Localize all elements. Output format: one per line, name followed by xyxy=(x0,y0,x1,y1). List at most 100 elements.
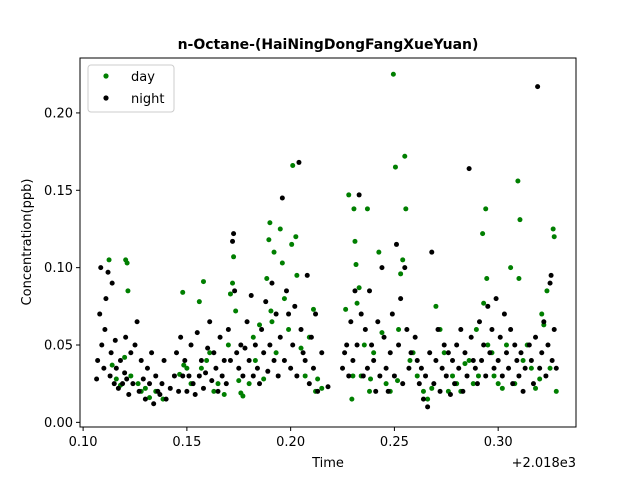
data-point-day xyxy=(281,296,287,302)
data-point-night xyxy=(213,365,219,371)
data-point-night xyxy=(227,357,233,363)
data-point-night xyxy=(547,280,553,286)
data-point-night xyxy=(215,388,221,394)
data-point-night xyxy=(553,365,559,371)
data-point-day xyxy=(250,334,256,340)
data-point-night xyxy=(194,330,200,336)
data-point-day xyxy=(125,288,131,294)
data-point-day xyxy=(547,365,553,371)
x-axis-label: Time xyxy=(311,456,344,471)
data-point-night xyxy=(250,373,256,379)
data-point-night xyxy=(132,342,138,348)
data-point-night xyxy=(217,334,223,340)
data-point-night xyxy=(420,396,426,402)
data-point-night xyxy=(111,381,117,387)
data-point-night xyxy=(174,350,180,356)
data-point-night xyxy=(360,373,366,379)
data-point-night xyxy=(408,350,414,356)
data-point-night xyxy=(537,365,543,371)
data-point-night xyxy=(352,288,358,294)
data-point-day xyxy=(508,265,514,271)
data-point-night xyxy=(391,373,397,379)
data-point-night xyxy=(479,357,485,363)
data-point-day xyxy=(200,279,206,285)
data-point-night xyxy=(298,327,304,333)
data-point-night xyxy=(346,373,352,379)
data-point-night xyxy=(371,357,377,363)
data-point-night xyxy=(242,345,248,351)
data-point-night xyxy=(377,373,383,379)
data-point-day xyxy=(533,385,539,391)
data-point-night xyxy=(244,319,250,325)
data-point-night xyxy=(159,381,165,387)
data-point-night xyxy=(522,365,528,371)
data-point-night xyxy=(535,84,541,90)
legend-label-day: day xyxy=(131,70,155,85)
data-point-night xyxy=(176,388,182,394)
data-point-night xyxy=(443,373,449,379)
data-point-night xyxy=(526,342,532,348)
data-point-night xyxy=(182,357,188,363)
data-point-day xyxy=(184,365,190,371)
data-point-night xyxy=(491,365,497,371)
data-point-night xyxy=(126,392,132,398)
legend-marker-night xyxy=(103,95,109,101)
data-point-night xyxy=(383,365,389,371)
data-point-night xyxy=(466,166,472,172)
data-point-day xyxy=(181,362,187,368)
data-point-day xyxy=(353,262,359,268)
data-point-night xyxy=(389,311,395,317)
data-point-day xyxy=(343,306,349,312)
data-point-night xyxy=(281,357,287,363)
data-point-night xyxy=(223,381,229,387)
data-point-night xyxy=(209,378,215,384)
x-tick-label: 0.15 xyxy=(172,435,201,450)
data-point-day xyxy=(290,163,296,169)
data-point-day xyxy=(368,376,374,382)
data-point-day xyxy=(429,385,435,391)
data-point-night xyxy=(130,381,136,387)
data-point-day xyxy=(351,206,357,212)
data-point-night xyxy=(423,373,429,379)
data-point-night xyxy=(140,376,146,382)
data-point-night xyxy=(306,381,312,387)
data-point-night xyxy=(503,350,509,356)
data-point-night xyxy=(429,249,435,255)
data-point-night xyxy=(470,357,476,363)
data-point-night xyxy=(124,376,130,382)
data-point-day xyxy=(485,342,491,348)
data-point-night xyxy=(516,373,522,379)
data-point-night xyxy=(462,350,468,356)
data-point-night xyxy=(205,345,211,351)
series-night-points xyxy=(94,84,559,410)
data-point-night xyxy=(234,350,240,356)
data-point-night xyxy=(308,334,314,340)
data-point-night xyxy=(385,388,391,394)
data-point-night xyxy=(348,319,354,325)
data-point-night xyxy=(433,357,439,363)
data-point-night xyxy=(271,357,277,363)
data-point-night xyxy=(149,350,155,356)
data-point-night xyxy=(548,272,554,278)
data-point-night xyxy=(483,373,489,379)
data-point-night xyxy=(379,265,385,271)
data-point-day xyxy=(128,373,134,379)
data-point-night xyxy=(416,381,422,387)
data-point-night xyxy=(221,357,227,363)
data-point-day xyxy=(515,178,521,184)
data-point-night xyxy=(464,373,470,379)
data-point-day xyxy=(246,381,252,387)
data-point-day xyxy=(390,71,396,77)
data-point-day xyxy=(227,291,233,297)
data-point-day xyxy=(346,192,352,198)
data-point-night xyxy=(437,388,443,394)
data-point-night xyxy=(439,365,445,371)
data-point-day xyxy=(354,300,360,306)
data-point-night xyxy=(358,311,364,317)
data-point-night xyxy=(381,334,387,340)
data-point-day xyxy=(371,350,377,356)
data-point-night xyxy=(171,373,177,379)
data-point-night xyxy=(375,319,381,325)
data-point-day xyxy=(349,396,355,402)
data-point-day xyxy=(516,275,522,281)
